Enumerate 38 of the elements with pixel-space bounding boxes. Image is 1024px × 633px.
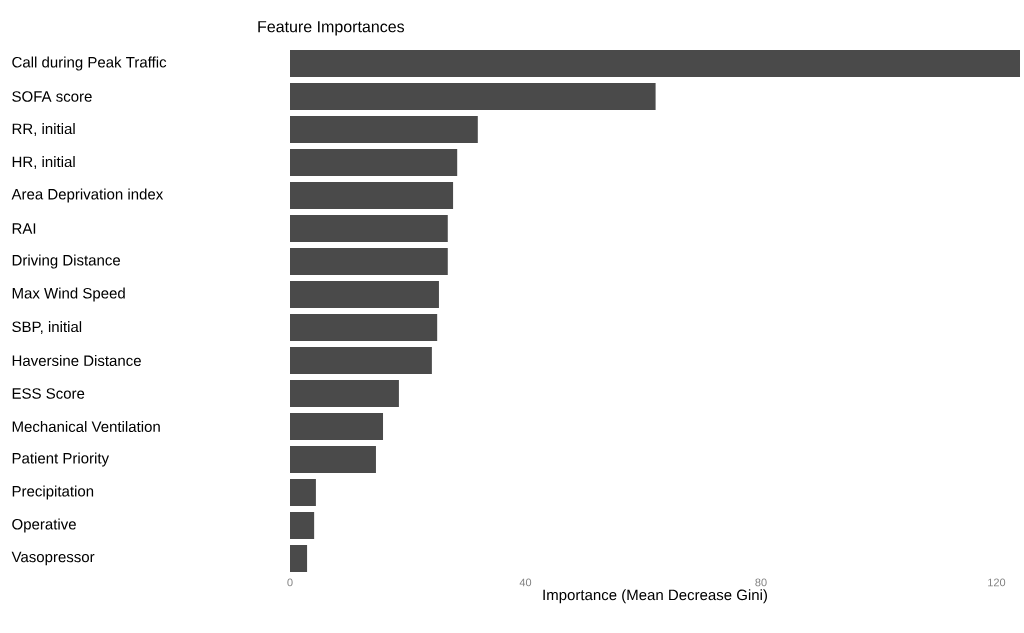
y-tick-label: Vasopressor xyxy=(11,551,95,566)
bar xyxy=(290,248,448,276)
bar xyxy=(290,50,1020,78)
y-tick-label: Mechanical Ventilation xyxy=(12,421,160,433)
bar xyxy=(290,182,454,210)
x-tick-label: 40 xyxy=(519,578,532,587)
y-tick-label: RR, initial xyxy=(12,123,75,136)
bar xyxy=(290,83,656,111)
bar xyxy=(290,149,458,177)
y-tick-label: Haversine Distance xyxy=(12,355,141,367)
bar xyxy=(290,347,432,375)
bar xyxy=(290,512,315,540)
y-tick-label: Max Wind Speed xyxy=(12,287,125,302)
bar xyxy=(290,281,439,309)
y-tick-label: Operative xyxy=(12,518,76,533)
bar xyxy=(290,479,316,507)
bar xyxy=(290,380,399,408)
bar xyxy=(290,314,438,342)
chart-title: Feature Importances xyxy=(258,21,405,36)
bar xyxy=(290,215,448,243)
x-tick-label: 80 xyxy=(755,578,767,587)
bar xyxy=(290,116,478,144)
y-tick-label: Patient Priority xyxy=(12,452,110,467)
y-tick-label: RAI xyxy=(12,223,36,234)
y-tick-label: ESS Score xyxy=(12,388,85,399)
y-tick-label: SOFA score xyxy=(12,91,92,102)
y-tick-label: Area Deprivation index xyxy=(11,188,164,203)
y-tick-label: HR, initial xyxy=(12,156,75,169)
y-tick-label: Call during Peak Traffic xyxy=(12,56,167,71)
y-tick-label: Driving Distance xyxy=(12,254,121,269)
bar xyxy=(290,545,308,573)
x-tick-label: 0 xyxy=(287,578,293,587)
bar xyxy=(290,413,384,441)
y-tick-label: Precipitation xyxy=(12,485,94,500)
x-axis-title: Importance (Mean Decrease Gini) xyxy=(543,589,767,604)
bar xyxy=(290,446,376,474)
x-tick-label: 120 xyxy=(988,578,1006,587)
y-tick-label: SBP, initial xyxy=(12,321,82,334)
